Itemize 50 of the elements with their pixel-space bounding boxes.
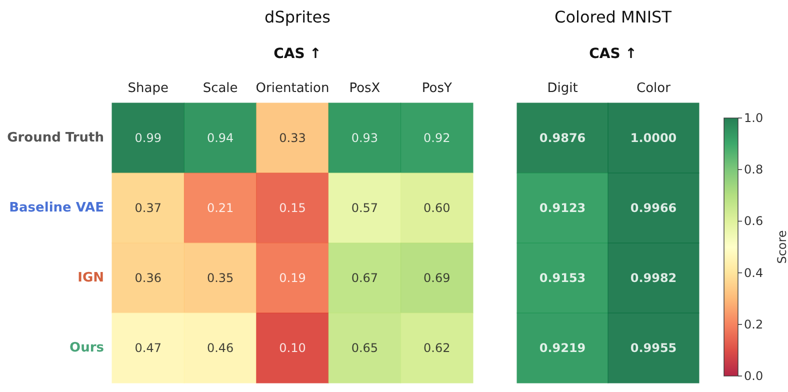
x-tick-label: PosY: [422, 81, 452, 96]
data-label: 0.36: [134, 271, 162, 285]
color-bar-label: 0.6: [744, 214, 764, 228]
chart-subtitle: CAS ↑: [274, 46, 322, 62]
data-label: 0.21: [206, 201, 234, 215]
color-bar-label: 0.2: [744, 317, 764, 332]
color-bar-label: 1.0: [744, 111, 764, 125]
data-label: 0.9219: [539, 341, 586, 355]
x-tick-label: Scale: [202, 81, 238, 96]
data-label: 0.65: [351, 341, 378, 355]
data-label: 0.46: [206, 341, 234, 355]
x-tick-label: Orientation: [256, 81, 330, 96]
data-label: 0.47: [134, 341, 162, 355]
data-label: 0.62: [424, 341, 450, 355]
y-tick-label: Ours: [70, 340, 104, 356]
data-label: 0.10: [279, 341, 306, 355]
data-label: 0.93: [351, 131, 378, 145]
x-tick-label: Color: [636, 81, 672, 96]
color-bar-title: Score: [775, 230, 788, 264]
data-label: 0.69: [424, 271, 450, 285]
y-tick-label: Baseline VAE: [9, 200, 104, 216]
data-label: 0.37: [134, 201, 162, 215]
data-label: 0.35: [206, 271, 234, 285]
data-label: 0.9966: [630, 201, 677, 215]
data-label: 0.57: [351, 201, 378, 215]
color-bar-label: 0.0: [744, 369, 764, 383]
data-label: 1.0000: [630, 131, 677, 145]
x-tick-label: Digit: [547, 81, 578, 96]
data-label: 0.15: [279, 201, 306, 215]
x-tick-label: Shape: [128, 81, 168, 96]
data-label: 0.94: [206, 131, 234, 145]
chart-title: Colored MNIST: [554, 8, 672, 26]
color-bar-label: 0.4: [744, 266, 764, 280]
data-label: 0.33: [279, 131, 306, 145]
data-label: 0.9982: [630, 271, 677, 285]
data-label: 0.9876: [539, 131, 586, 145]
data-label: 0.99: [134, 131, 162, 145]
y-tick-label: IGN: [78, 270, 104, 286]
data-label: 0.67: [351, 271, 378, 285]
data-label: 0.9955: [630, 341, 677, 355]
data-label: 0.60: [424, 201, 450, 215]
data-label: 0.9123: [539, 201, 586, 215]
color-bar-label: 0.8: [744, 162, 764, 177]
x-tick-label: PosX: [349, 81, 380, 96]
y-tick-label: Ground Truth: [7, 130, 104, 146]
data-label: 0.19: [279, 271, 306, 285]
data-label: 0.9153: [539, 271, 586, 285]
data-label: 0.92: [424, 131, 450, 145]
chart-subtitle: CAS ↑: [589, 46, 637, 62]
chart-title: dSprites: [264, 8, 330, 26]
